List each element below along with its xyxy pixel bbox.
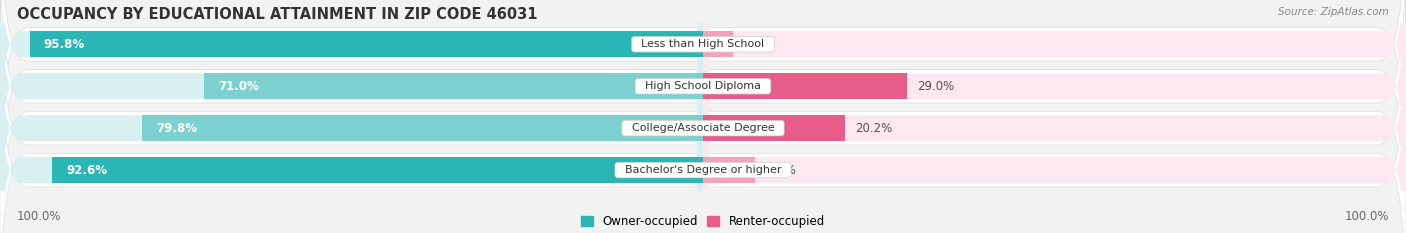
Text: 71.0%: 71.0% xyxy=(218,80,259,93)
FancyBboxPatch shape xyxy=(0,19,1406,233)
Text: OCCUPANCY BY EDUCATIONAL ATTAINMENT IN ZIP CODE 46031: OCCUPANCY BY EDUCATIONAL ATTAINMENT IN Z… xyxy=(17,7,537,22)
Text: 79.8%: 79.8% xyxy=(156,122,197,135)
Legend: Owner-occupied, Renter-occupied: Owner-occupied, Renter-occupied xyxy=(576,211,830,233)
Bar xyxy=(703,157,755,183)
FancyBboxPatch shape xyxy=(703,57,1406,233)
Text: College/Associate Degree: College/Associate Degree xyxy=(624,123,782,133)
Text: 7.4%: 7.4% xyxy=(765,164,796,177)
Bar xyxy=(703,73,907,99)
Text: 100.0%: 100.0% xyxy=(1344,210,1389,223)
Text: Bachelor's Degree or higher: Bachelor's Degree or higher xyxy=(617,165,789,175)
FancyBboxPatch shape xyxy=(0,0,1406,195)
Text: Less than High School: Less than High School xyxy=(634,39,772,49)
FancyBboxPatch shape xyxy=(703,15,1406,233)
Bar xyxy=(703,115,845,141)
Text: 92.6%: 92.6% xyxy=(66,164,107,177)
Text: 4.2%: 4.2% xyxy=(744,38,773,51)
FancyBboxPatch shape xyxy=(703,0,1406,157)
Text: 100.0%: 100.0% xyxy=(17,210,62,223)
Bar xyxy=(142,115,703,141)
FancyBboxPatch shape xyxy=(703,0,1406,199)
Bar xyxy=(30,31,703,57)
Bar xyxy=(703,31,733,57)
FancyBboxPatch shape xyxy=(0,57,703,233)
FancyBboxPatch shape xyxy=(0,0,703,157)
Bar xyxy=(204,73,703,99)
Text: High School Diploma: High School Diploma xyxy=(638,81,768,91)
FancyBboxPatch shape xyxy=(0,15,703,233)
FancyBboxPatch shape xyxy=(0,0,703,199)
Text: 95.8%: 95.8% xyxy=(44,38,84,51)
Text: Source: ZipAtlas.com: Source: ZipAtlas.com xyxy=(1278,7,1389,17)
Bar xyxy=(52,157,703,183)
Text: 29.0%: 29.0% xyxy=(917,80,955,93)
Text: 20.2%: 20.2% xyxy=(855,122,893,135)
